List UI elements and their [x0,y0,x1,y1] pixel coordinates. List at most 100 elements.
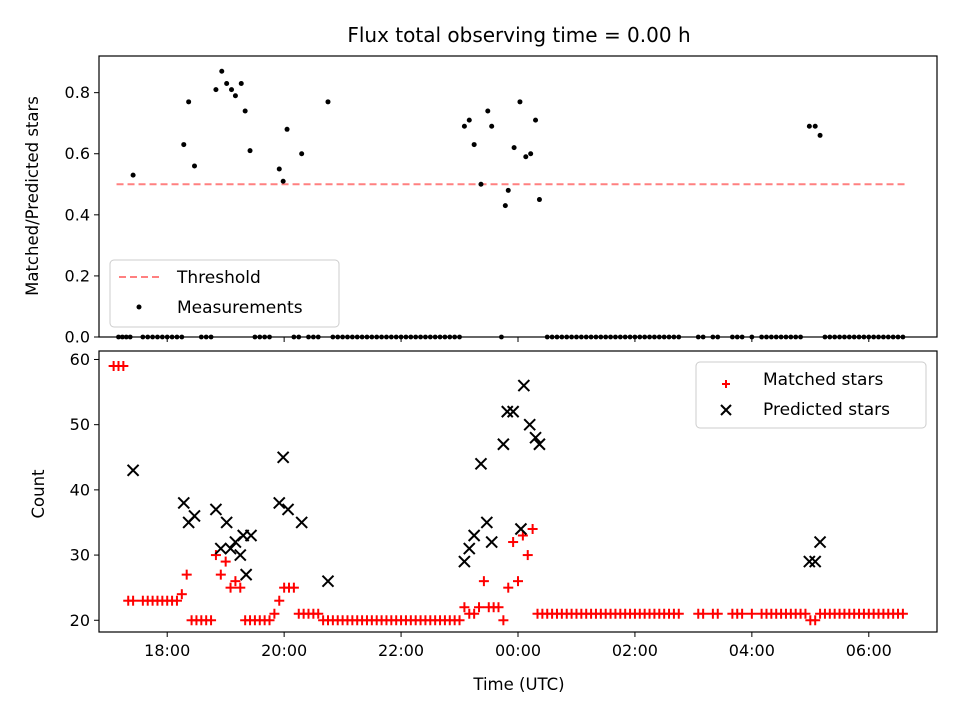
legend-matched-swatch [722,380,730,388]
bottom-legend: Matched stars Predicted stars [695,361,927,429]
measurement-point [219,68,225,74]
predicted-star-point [497,438,510,451]
top-y-tick-label: 0.6 [65,144,90,163]
bottom-plot-area: 20 30 40 50 60 18:00 20:00 22:00 00:00 02:00 04:00… [70,350,908,660]
legend-predicted-label: Predicted stars [763,400,890,420]
matched-star-point [274,595,285,606]
matched-star-point [264,615,275,626]
top-panel: Matched/Predicted stars 0.00.20.40.60.8 … [23,55,938,347]
bottom-legend-box [695,361,927,429]
measurement-point [276,166,282,172]
measurement-point [485,108,491,114]
predicted-star-point [224,542,237,555]
matched-star-point [522,550,533,561]
measurement-point [536,197,542,203]
measurement-point [213,87,219,93]
matched-star-point [508,537,519,548]
predicted-star-point [276,451,290,464]
bottom-y-tick-label: 50 [70,415,90,434]
x-tick-label: 18:00 [144,641,190,660]
predicted-star-point [188,509,201,523]
matched-star-point [181,569,192,580]
predicted-star-point [458,555,471,568]
matched-star-point [215,569,226,580]
measurement-point [181,142,187,148]
measurement-point [817,132,823,138]
measurement-point [533,117,539,123]
predicted-star-point [220,516,233,529]
measurement-point [325,99,331,105]
predicted-star-point [813,535,827,549]
matched-star-point [269,608,280,619]
matched-star-point [498,615,509,626]
legend-matched-label: Matched stars [763,370,883,390]
matched-star-point [459,602,470,613]
legend-measurements-label: Measurements [177,298,303,318]
predicted-star-point [273,496,286,510]
bottom-y-tick-label: 30 [70,546,90,565]
matched-star-point [176,589,187,600]
matched-star-point [737,608,748,619]
measurement-point [224,80,230,86]
x-tick-label: 06:00 [846,641,892,660]
matched-star-point [206,615,217,626]
matched-star-point [225,582,236,593]
chart-title: Flux total observing time = 0.00 h [347,23,690,47]
measurement-point [242,108,248,114]
top-y-axis-label: Matched/Predicted stars [23,96,42,296]
matched-star-point [474,602,485,613]
measurement-point [812,123,818,129]
matched-star-point [118,360,129,371]
measurement-point [186,99,192,105]
bottom-y-tick-label: 40 [70,480,90,499]
matched-star-point [235,582,246,593]
matched-star-point [513,576,523,587]
x-axis-label: Time (UTC) [472,675,564,694]
matched-star-point [469,608,480,619]
x-tick-label: 04:00 [729,641,775,660]
matched-star-point [493,602,504,613]
predicted-star-point [517,379,531,392]
predicted-star-point [514,522,528,536]
x-tick-label: 20:00 [261,641,307,660]
measurement-point [517,99,523,105]
matched-star-point [746,608,757,619]
bottom-y-tick-label: 20 [70,611,90,630]
top-axes-frame [98,55,938,338]
measurement-point [299,151,305,157]
predicted-star-point [295,516,308,529]
matched-star-point [712,608,723,619]
top-y-tick-label: 0.2 [65,266,90,285]
predicted-star-point [239,568,253,581]
predicted-star-point [321,574,335,588]
measurement-point [528,151,534,157]
matched-star-point [800,608,811,619]
top-y-tick-label: 0.0 [65,328,90,347]
top-y-tick-label: 0.8 [65,83,90,102]
predicted-star-point [533,438,546,451]
measurement-point [806,123,812,129]
measurement-point [238,80,244,86]
predicted-star-point [808,555,822,568]
matched-star-point [128,595,139,606]
matched-star-point [220,556,231,567]
predicted-star-point [506,405,520,418]
legend-predicted-swatch [720,404,732,416]
bottom-axes-frame [98,350,938,633]
measurement-point [489,123,495,129]
matched-star-point [527,523,538,534]
bottom-panel: Count Time (UTC) 20 30 40 50 60 18:00 20:00 22:… [29,350,938,694]
measurement-point [466,117,472,123]
matched-star-point [503,582,514,593]
measurement-point [229,87,235,93]
legend-measurements-swatch [136,304,142,310]
matched-star-point [454,615,465,626]
matched-star-point [673,608,684,619]
measurement-point [284,126,290,132]
predicted-star-point [467,529,481,542]
measurement-point [523,154,529,160]
measurement-point [191,163,197,169]
matched-star-point [897,608,908,619]
x-tick-label: 00:00 [495,641,541,660]
